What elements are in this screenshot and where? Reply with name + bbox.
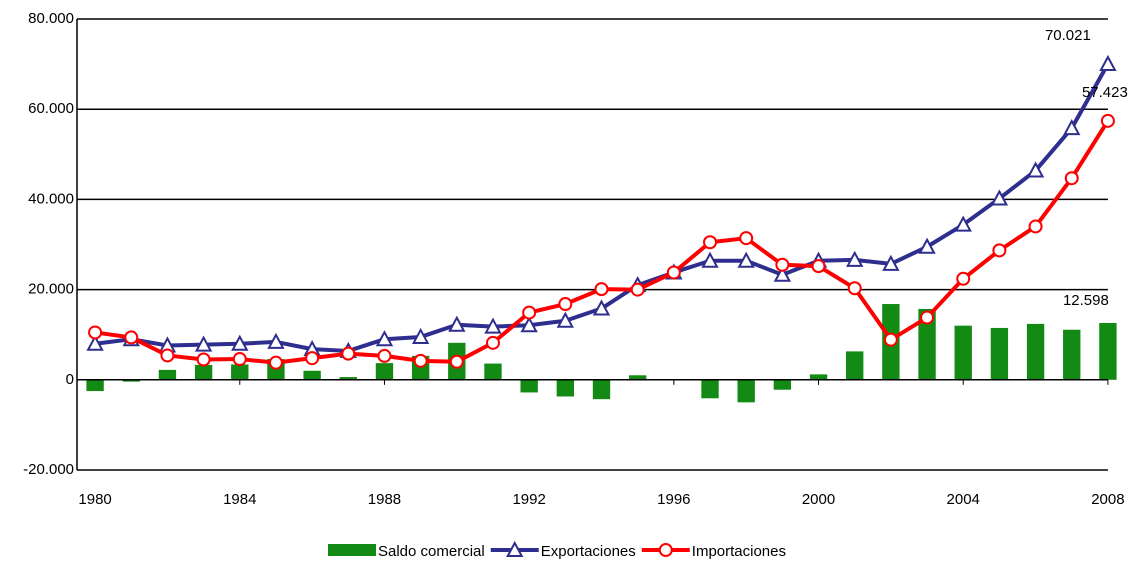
point <box>523 307 535 319</box>
y-tick-label: 40.000 <box>28 190 74 207</box>
point <box>415 355 427 367</box>
legend-label: Importaciones <box>692 543 786 560</box>
point <box>596 283 608 295</box>
bar <box>303 371 320 380</box>
point <box>776 259 788 271</box>
data-label: 12.598 <box>1063 292 1109 309</box>
bar <box>86 380 103 391</box>
point <box>632 284 644 296</box>
x-tick-label: 1984 <box>223 491 256 508</box>
point <box>813 260 825 272</box>
bar <box>159 370 176 380</box>
bar <box>1027 324 1044 380</box>
bar <box>846 351 863 379</box>
bar <box>520 380 537 393</box>
point <box>740 232 752 244</box>
point <box>1101 57 1115 70</box>
x-tick-label: 1988 <box>368 491 401 508</box>
legend-label: Saldo comercial <box>378 543 485 560</box>
x-tick-label: 1992 <box>512 491 545 508</box>
bar <box>701 380 718 398</box>
point <box>161 349 173 361</box>
bar <box>1099 323 1116 380</box>
point <box>957 273 969 285</box>
bar <box>376 363 393 380</box>
data-label: 57.423 <box>1082 84 1128 101</box>
bar <box>231 364 248 379</box>
legend-label: Exportaciones <box>541 543 636 560</box>
point <box>1030 220 1042 232</box>
point <box>1102 115 1114 127</box>
bar <box>955 326 972 380</box>
point <box>198 354 210 366</box>
point <box>921 312 933 324</box>
point <box>668 266 680 278</box>
bar <box>991 328 1008 380</box>
point <box>125 331 137 343</box>
point <box>993 244 1005 256</box>
point <box>342 348 354 360</box>
y-tick-label: 60.000 <box>28 100 74 117</box>
point <box>89 326 101 338</box>
x-tick-label: 2000 <box>802 491 835 508</box>
point <box>1066 172 1078 184</box>
point <box>704 236 716 248</box>
y-tick-label: 0 <box>66 371 74 388</box>
point <box>378 350 390 362</box>
data-label: 70.021 <box>1045 27 1091 44</box>
x-tick-label: 1980 <box>78 491 111 508</box>
bar <box>195 365 212 380</box>
point <box>270 357 282 369</box>
point <box>487 337 499 349</box>
x-tick-label: 2008 <box>1091 491 1124 508</box>
legend-marker <box>660 544 672 556</box>
bar <box>484 364 501 380</box>
y-tick-label: -20.000 <box>23 461 74 478</box>
y-tick-label: 80.000 <box>28 10 74 27</box>
bar <box>738 380 755 403</box>
point <box>306 352 318 364</box>
point <box>849 282 861 294</box>
bar <box>810 374 827 379</box>
point <box>234 353 246 365</box>
point <box>559 298 571 310</box>
bar <box>774 380 791 390</box>
point <box>885 334 897 346</box>
y-tick-label: 20.000 <box>28 281 74 298</box>
point <box>451 356 463 368</box>
bar <box>1063 330 1080 380</box>
bar <box>557 380 574 397</box>
x-tick-label: 1996 <box>657 491 690 508</box>
legend-swatch <box>328 544 376 556</box>
bar <box>593 380 610 399</box>
x-tick-label: 2004 <box>947 491 980 508</box>
